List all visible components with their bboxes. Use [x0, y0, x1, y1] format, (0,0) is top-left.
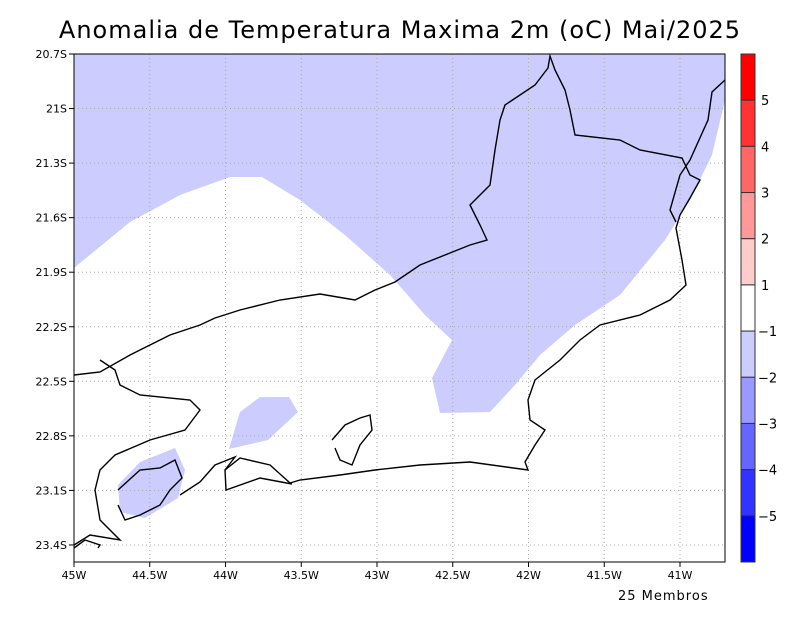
colorbar-label: 3 [761, 187, 769, 202]
anomaly-region-center [229, 397, 298, 449]
colorbar-swatch [740, 422, 756, 471]
colorbar-label: −2 [758, 371, 777, 386]
lon-tick-label: 41W [668, 569, 693, 582]
inner-state-boundary [73, 359, 201, 546]
lat-tick-label: 22.2S [36, 321, 67, 334]
colorbar-label: 4 [761, 140, 769, 155]
colorbar-label: −5 [758, 510, 777, 525]
lon-tick-label: 41.5W [587, 569, 622, 582]
state-boundary [73, 53, 701, 491]
colorbar-swatch [740, 145, 756, 194]
ilha-grande-coast [117, 459, 183, 521]
colorbar-swatch [740, 99, 756, 147]
lon-tick-label: 43.5W [284, 569, 319, 582]
lat-tick-label: 23.4S [36, 539, 67, 552]
colorbar-label: −1 [758, 325, 777, 340]
lat-tick-label: 21.9S [36, 266, 67, 279]
lat-tick-label: 21.3S [36, 157, 67, 170]
colorbar-label: −4 [758, 464, 777, 479]
colorbar-swatch [740, 376, 756, 424]
colorbar-swatch [740, 192, 756, 240]
colorbar-label: 5 [761, 94, 769, 109]
colorbar-label: −3 [758, 417, 777, 432]
lat-tick-labels: 20.7S 21S 21.3S 21.6S 21.9S 22.2S 22.5S 22.8S 23… [36, 48, 74, 552]
colorbar-swatch [740, 469, 756, 517]
lat-tick-label: 20.7S [36, 48, 67, 61]
colorbar-swatch [740, 238, 756, 286]
colorbar: 5 4 3 2 1 −1 −2 −3 −4 −5 [740, 53, 777, 563]
lat-tick-label: 21.6S [36, 212, 67, 225]
colorbar-label: 2 [761, 233, 769, 248]
boundaries [73, 53, 726, 549]
lat-tick-label: 22.8S [36, 430, 67, 443]
coastline-northeast [669, 79, 726, 223]
coastline-southwest [73, 539, 102, 549]
lon-tick-label: 43W [365, 569, 390, 582]
lat-tick-label: 22.5S [36, 375, 67, 388]
lon-tick-label: 45W [62, 569, 87, 582]
colorbar-swatch [740, 284, 756, 332]
lat-tick-label: 21S [46, 103, 67, 116]
lon-tick-labels: 45W 44.5W 44W 43.5W 43W 42.5W 42W 41.5W 41W [62, 562, 693, 582]
colorbar-swatch [740, 515, 756, 563]
lon-tick-label: 44.5W [132, 569, 167, 582]
map-title: Anomalia de Temperatura Maxima 2m (oC) M… [58, 16, 742, 44]
lon-tick-label: 42.5W [435, 569, 470, 582]
colorbar-swatch [740, 53, 756, 101]
lat-tick-label: 23.1S [36, 484, 67, 497]
colorbar-label: 1 [761, 279, 769, 294]
lon-tick-label: 42W [516, 569, 541, 582]
coastline-bays [331, 414, 373, 466]
map-frame [73, 53, 726, 563]
anomaly-region-north [74, 54, 725, 413]
colorbar-swatch [740, 330, 756, 378]
sepetiba-coast [179, 455, 238, 496]
lon-tick-label: 44W [213, 569, 238, 582]
anomaly-shading [74, 54, 725, 518]
members-label: 25 Membros [618, 589, 709, 604]
anomaly-region-southwest [118, 448, 185, 518]
